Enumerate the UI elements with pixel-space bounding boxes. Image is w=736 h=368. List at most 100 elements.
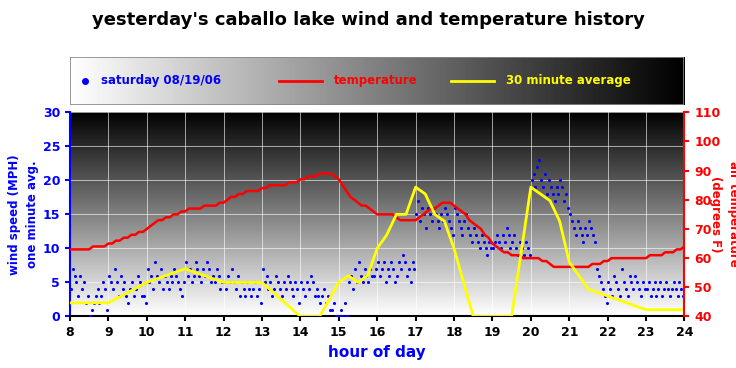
Point <box>383 273 395 279</box>
Point <box>228 280 240 286</box>
Point <box>203 266 215 272</box>
Point <box>399 259 411 265</box>
Point <box>90 293 102 299</box>
Point <box>78 280 90 286</box>
Point <box>328 300 340 306</box>
Point <box>343 280 355 286</box>
Point <box>648 280 660 286</box>
Point <box>140 300 152 306</box>
Point <box>570 232 581 238</box>
Point <box>489 238 501 244</box>
Point <box>581 232 593 238</box>
Point <box>620 286 631 292</box>
Point <box>178 280 190 286</box>
Point <box>205 280 217 286</box>
Point <box>456 232 468 238</box>
Point <box>347 286 359 292</box>
Point <box>301 280 313 286</box>
Point <box>99 286 111 292</box>
Point <box>672 293 684 299</box>
Point <box>382 266 394 272</box>
Point <box>276 293 288 299</box>
Point <box>311 286 322 292</box>
Point <box>72 293 84 299</box>
Point <box>455 225 467 231</box>
Point <box>506 238 518 244</box>
Point <box>222 273 234 279</box>
Point <box>146 273 158 279</box>
Point <box>286 286 297 292</box>
Point <box>468 225 480 231</box>
Point <box>414 218 426 224</box>
Point <box>568 225 580 231</box>
Point <box>209 280 221 286</box>
Text: saturday 08/19/06: saturday 08/19/06 <box>101 74 221 88</box>
Point <box>250 280 261 286</box>
Point <box>422 205 434 210</box>
Point <box>68 273 80 279</box>
Point <box>598 293 610 299</box>
Point <box>305 273 316 279</box>
Point <box>272 280 284 286</box>
Point <box>554 177 566 183</box>
Point <box>80 300 92 306</box>
Point <box>597 286 609 292</box>
Point <box>401 273 413 279</box>
Point <box>372 259 384 265</box>
Point <box>616 266 628 272</box>
Point <box>645 293 657 299</box>
Point <box>307 280 319 286</box>
Point <box>447 232 459 238</box>
Point <box>660 280 672 286</box>
Point <box>136 293 148 299</box>
Point <box>190 259 202 265</box>
Point <box>614 293 626 299</box>
Point <box>245 293 257 299</box>
Point <box>220 286 232 292</box>
Point <box>149 259 161 265</box>
Point <box>535 177 547 183</box>
Point <box>210 266 222 272</box>
Point <box>587 232 599 238</box>
Point <box>263 286 275 292</box>
Point <box>330 314 342 319</box>
Point <box>238 286 250 292</box>
Point <box>610 280 622 286</box>
Point <box>84 314 96 319</box>
Point <box>547 191 559 197</box>
Point <box>257 266 269 272</box>
Point <box>266 293 278 299</box>
Y-axis label: air temperature
(degrees F): air temperature (degrees F) <box>709 162 736 267</box>
Point <box>333 314 345 319</box>
Point <box>224 280 236 286</box>
Point <box>608 273 620 279</box>
Point <box>524 252 536 258</box>
Point <box>670 286 682 292</box>
Point <box>445 225 457 231</box>
Point <box>606 293 618 299</box>
Point <box>439 205 451 210</box>
Point <box>153 280 165 286</box>
Point <box>512 252 524 258</box>
Point <box>134 280 146 286</box>
Point <box>601 300 612 306</box>
Point <box>475 232 487 238</box>
Point <box>147 286 159 292</box>
Point <box>291 286 303 292</box>
Point <box>74 273 86 279</box>
Point <box>182 273 194 279</box>
Point <box>345 273 357 279</box>
Point <box>459 218 470 224</box>
Point <box>184 266 196 272</box>
Point <box>313 293 325 299</box>
Point <box>466 238 478 244</box>
Point <box>677 293 689 299</box>
Point <box>472 238 484 244</box>
Point <box>174 286 186 292</box>
Point <box>115 273 127 279</box>
Point <box>647 286 659 292</box>
Point <box>67 266 79 272</box>
Point <box>105 280 117 286</box>
Point <box>124 286 136 292</box>
Point <box>297 286 309 292</box>
